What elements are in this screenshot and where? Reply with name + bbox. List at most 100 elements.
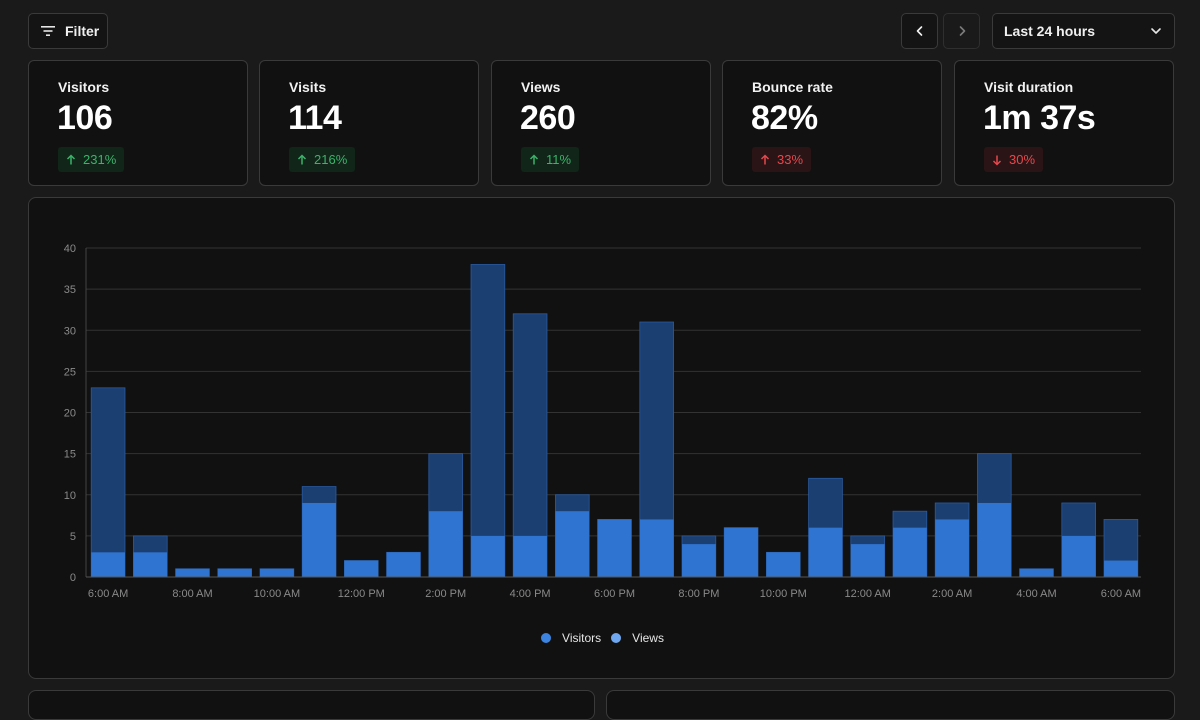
x-tick-label: 12:00 AM <box>844 588 890 600</box>
bar-visitors <box>893 527 927 577</box>
bar-visitors <box>850 544 885 577</box>
x-tick-label: 6:00 AM <box>88 588 128 600</box>
date-range-select[interactable]: Last 24 hours <box>992 13 1175 49</box>
bar-visitors <box>91 552 125 577</box>
y-tick-label: 35 <box>64 284 76 296</box>
legend-dot-views <box>611 633 622 643</box>
bar-views <box>90 387 126 578</box>
bottom-panel-left <box>28 690 595 720</box>
bar-visitors <box>808 527 843 577</box>
metric-value: 106 <box>57 99 113 137</box>
metric-card-visits: Visits 114 216% <box>259 60 479 186</box>
legend-label-visitors: Visitors <box>562 631 602 645</box>
y-tick-label: 15 <box>64 449 76 461</box>
bar-visitors <box>513 535 547 577</box>
metric-card-visitors: Visitors 106 231% <box>28 60 248 186</box>
bar-visitors <box>555 511 590 577</box>
arrow-up-icon <box>66 153 76 164</box>
chevron-right-icon <box>959 26 965 36</box>
bar-visitors <box>1104 560 1138 577</box>
bar-visitors <box>260 568 294 577</box>
bar-visitors <box>597 519 632 577</box>
bottom-panel-right <box>606 690 1175 720</box>
metric-card-visit-duration: Visit duration 1m 37s 30% <box>954 60 1174 186</box>
x-tick-label: 2:00 PM <box>425 588 466 600</box>
metric-title: Visit duration <box>984 79 1074 95</box>
chevron-down-icon <box>1151 28 1161 34</box>
metric-value: 1m 37s <box>983 99 1096 137</box>
bar-views <box>470 264 506 578</box>
date-range-value: Last 24 hours <box>1004 23 1096 39</box>
filter-label: Filter <box>65 23 100 39</box>
bar-visitors <box>766 552 801 577</box>
metric-title: Bounce rate <box>752 79 833 95</box>
metric-card-bounce-rate: Bounce rate 82% 33% <box>722 60 942 186</box>
bar-visitors <box>471 535 505 577</box>
bar-visitors <box>133 552 168 577</box>
x-tick-label: 4:00 AM <box>1016 588 1056 600</box>
x-tick-label: 10:00 PM <box>760 588 807 600</box>
y-tick-label: 5 <box>70 531 76 543</box>
x-tick-label: 6:00 PM <box>594 588 635 600</box>
legend-item-views[interactable]: Views <box>611 631 664 645</box>
metric-change-value: 30% <box>1009 152 1036 167</box>
legend-label-views: Views <box>632 631 664 645</box>
next-range-button[interactable] <box>943 13 980 49</box>
x-tick-label: 8:00 AM <box>172 588 212 600</box>
y-tick-label: 20 <box>64 408 76 420</box>
arrow-up-icon <box>760 153 770 164</box>
metric-title: Visits <box>289 79 327 95</box>
legend-dot-visitors <box>541 633 552 643</box>
bar-visitors <box>682 544 716 577</box>
metric-change-badge: 30% <box>984 147 1044 172</box>
bar-visitors <box>344 560 379 577</box>
metric-change-value: 216% <box>314 152 348 167</box>
chevron-left-icon <box>916 26 922 36</box>
metric-change-value: 231% <box>83 152 117 167</box>
metric-change-value: 11% <box>546 152 572 167</box>
bar-visitors <box>1019 568 1054 577</box>
legend-item-visitors[interactable]: Visitors <box>541 631 601 645</box>
filter-button[interactable]: Filter <box>28 13 108 49</box>
bar-visitors <box>175 568 210 577</box>
metric-value: 82% <box>751 99 818 137</box>
chart-legend: Visitors Views <box>29 631 1176 645</box>
x-tick-label: 4:00 PM <box>510 588 551 600</box>
metric-title: Visitors <box>58 79 110 95</box>
bar-views <box>512 313 548 578</box>
arrow-down-icon <box>992 155 1002 166</box>
bar-visitors <box>977 502 1012 577</box>
metric-change-badge: 33% <box>752 147 812 172</box>
metric-change-badge: 216% <box>289 147 356 172</box>
x-tick-label: 2:00 AM <box>932 588 972 600</box>
bar-visitors <box>217 568 252 577</box>
bar-visitors <box>639 519 674 577</box>
x-tick-label: 8:00 PM <box>678 588 719 600</box>
arrow-up-icon <box>297 153 307 164</box>
y-tick-label: 30 <box>64 325 76 337</box>
bar-visitors <box>428 511 463 577</box>
bar-visitors <box>724 527 758 577</box>
chart-panel: 0 5 10 15 20 25 30 35 40 6:00 AM 8:00 AM 10:00 AM 12… <box>28 197 1175 679</box>
y-tick-label: 10 <box>64 490 76 502</box>
metric-change-badge: 231% <box>58 147 125 172</box>
y-tick-label: 40 <box>64 243 76 255</box>
x-tick-label: 10:00 AM <box>254 588 300 600</box>
previous-range-button[interactable] <box>901 13 938 49</box>
bar-visitors <box>1061 535 1096 577</box>
metric-title: Views <box>521 79 561 95</box>
bar-visitors <box>302 502 336 577</box>
metric-value: 114 <box>288 99 342 137</box>
toolbar: Filter Last 24 hours <box>0 0 1200 60</box>
arrow-up-icon <box>529 153 539 164</box>
bar-visitors <box>935 519 969 577</box>
y-tick-label: 0 <box>70 572 76 584</box>
metric-change-badge: 11% <box>521 147 580 172</box>
x-tick-label: 6:00 AM <box>1101 588 1141 600</box>
x-tick-label: 12:00 PM <box>338 588 385 600</box>
metric-value: 260 <box>520 99 576 137</box>
bar-visitors <box>386 552 421 577</box>
metric-change-value: 33% <box>777 152 804 167</box>
filter-icon <box>41 26 55 36</box>
metric-card-views: Views 260 11% <box>491 60 711 186</box>
